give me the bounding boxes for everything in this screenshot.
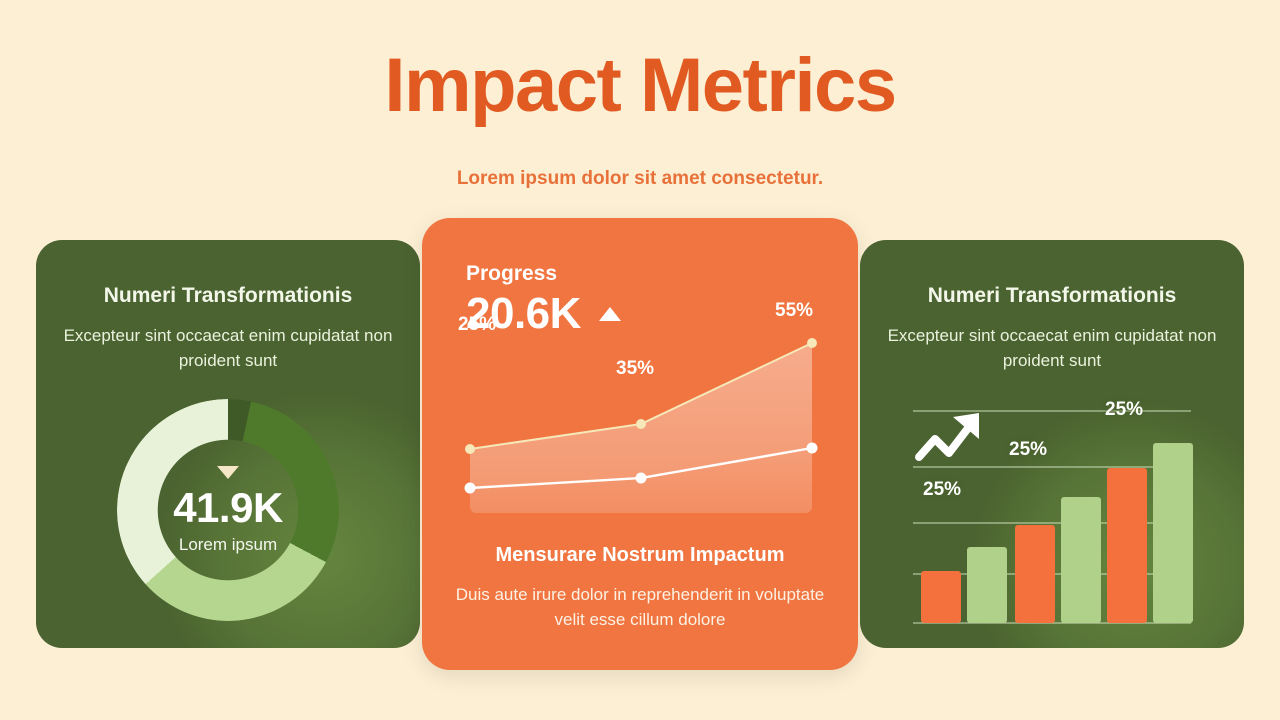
bar-green-0[interactable] <box>967 547 1007 624</box>
bar-orange-2[interactable] <box>1107 468 1147 624</box>
donut-label: Lorem ipsum <box>178 534 278 554</box>
upper-series-points <box>465 338 817 454</box>
bar-orange-1[interactable] <box>1015 525 1055 624</box>
area-point-label-0: 25% <box>458 314 497 335</box>
donut-value: 41.9K <box>173 483 283 531</box>
area-point-label-2: 55% <box>775 300 814 321</box>
donut-chart[interactable]: 41.9K Lorem ipsum <box>117 399 339 622</box>
area-point-label-1: 35% <box>616 358 655 379</box>
center-card-subtext: Duis aute irure dolor in reprehenderit i… <box>455 585 825 629</box>
progress-value-row: 20.6K <box>466 292 621 336</box>
progress-value: 20.6K <box>466 289 581 338</box>
bar-green-2[interactable] <box>1153 443 1193 624</box>
page-subtitle: Lorem ipsum dolor sit amet consectetur. <box>456 168 824 189</box>
trend-up-arrow-icon <box>915 413 979 462</box>
area-chart-svg <box>464 338 818 513</box>
caret-down-icon <box>217 465 239 479</box>
bar-label-1: 25% <box>1009 439 1048 461</box>
bar-chart[interactable]: 25% 25% 25% <box>909 395 1195 631</box>
left-metric-card[interactable]: Numeri Transformationis Excepteur sint o… <box>36 240 420 648</box>
right-card-heading: Numeri Transformationis <box>927 284 1177 307</box>
donut-center-content: 41.9K Lorem ipsum <box>117 399 339 621</box>
bar-label-0: 25% <box>923 479 962 501</box>
donut-ring <box>117 399 339 622</box>
right-card-subtext: Excepteur sint occaecat enim cupidatat n… <box>887 326 1217 370</box>
bar-chart-svg <box>913 410 1193 624</box>
left-card-subtext: Excepteur sint occaecat enim cupidatat n… <box>63 326 393 370</box>
page-title: Impact Metrics <box>384 43 897 128</box>
bar-orange-0[interactable] <box>921 571 961 624</box>
center-progress-card[interactable]: Progress 20.6K <box>422 218 858 670</box>
center-card-heading: Mensurare Nostrum Impactum <box>495 544 785 566</box>
lower-series-points <box>464 442 818 494</box>
progress-label: Progress <box>466 262 558 285</box>
right-metric-card[interactable]: Numeri Transformationis Excepteur sint o… <box>860 240 1244 648</box>
caret-up-icon <box>598 307 621 321</box>
bar-label-2: 25% <box>1105 399 1144 421</box>
left-card-heading: Numeri Transformationis <box>103 284 353 307</box>
upper-area-fill <box>470 343 812 488</box>
bar-green-1[interactable] <box>1061 497 1101 624</box>
